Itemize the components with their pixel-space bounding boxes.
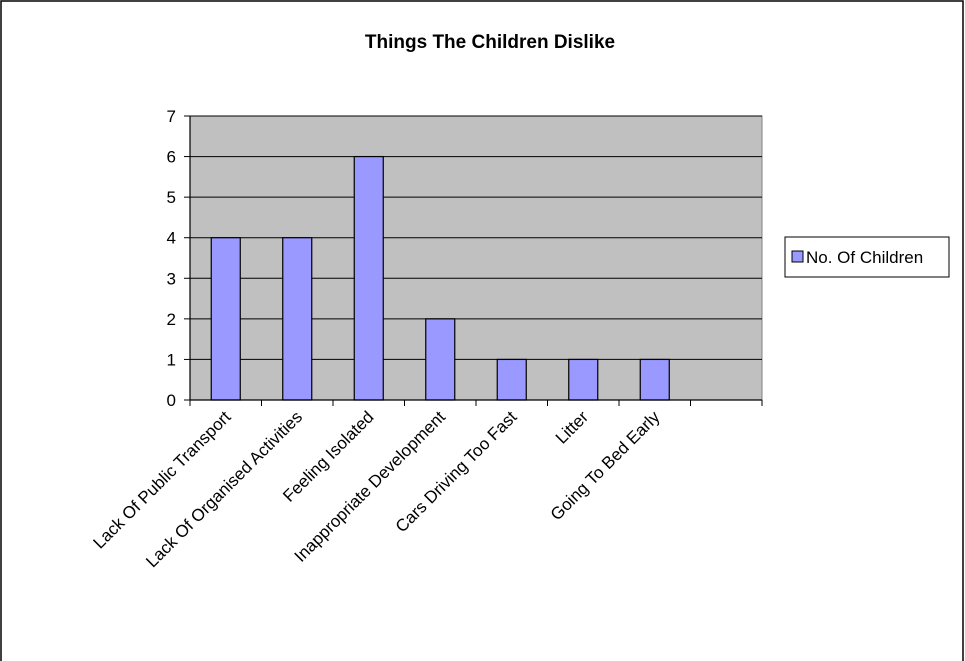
legend: No. Of Children	[784, 236, 950, 278]
bars	[210, 155, 670, 401]
bar	[425, 318, 456, 401]
y-tick-label: 6	[167, 148, 176, 167]
legend-swatch	[791, 250, 804, 263]
bar	[353, 155, 384, 401]
bar	[568, 358, 599, 401]
axes	[184, 115, 763, 406]
y-tick-label: 5	[167, 188, 176, 207]
y-tick-label: 0	[167, 391, 176, 410]
bar	[282, 237, 313, 401]
chart-title: Things The Children Dislike	[365, 32, 615, 53]
y-tick-label: 7	[167, 107, 176, 126]
y-tick-label: 1	[167, 350, 176, 369]
plot-background	[189, 115, 763, 401]
legend-box	[784, 236, 950, 278]
y-tick-labels: 0 1 2 3 4 5 6 7	[167, 107, 176, 410]
bar	[496, 358, 527, 401]
y-tick-label: 4	[167, 229, 176, 248]
y-tick-label: 3	[167, 269, 176, 288]
legend-label: No. Of Children	[806, 248, 923, 267]
bar	[210, 237, 241, 401]
bar	[639, 358, 670, 401]
y-tick-label: 2	[167, 310, 176, 329]
